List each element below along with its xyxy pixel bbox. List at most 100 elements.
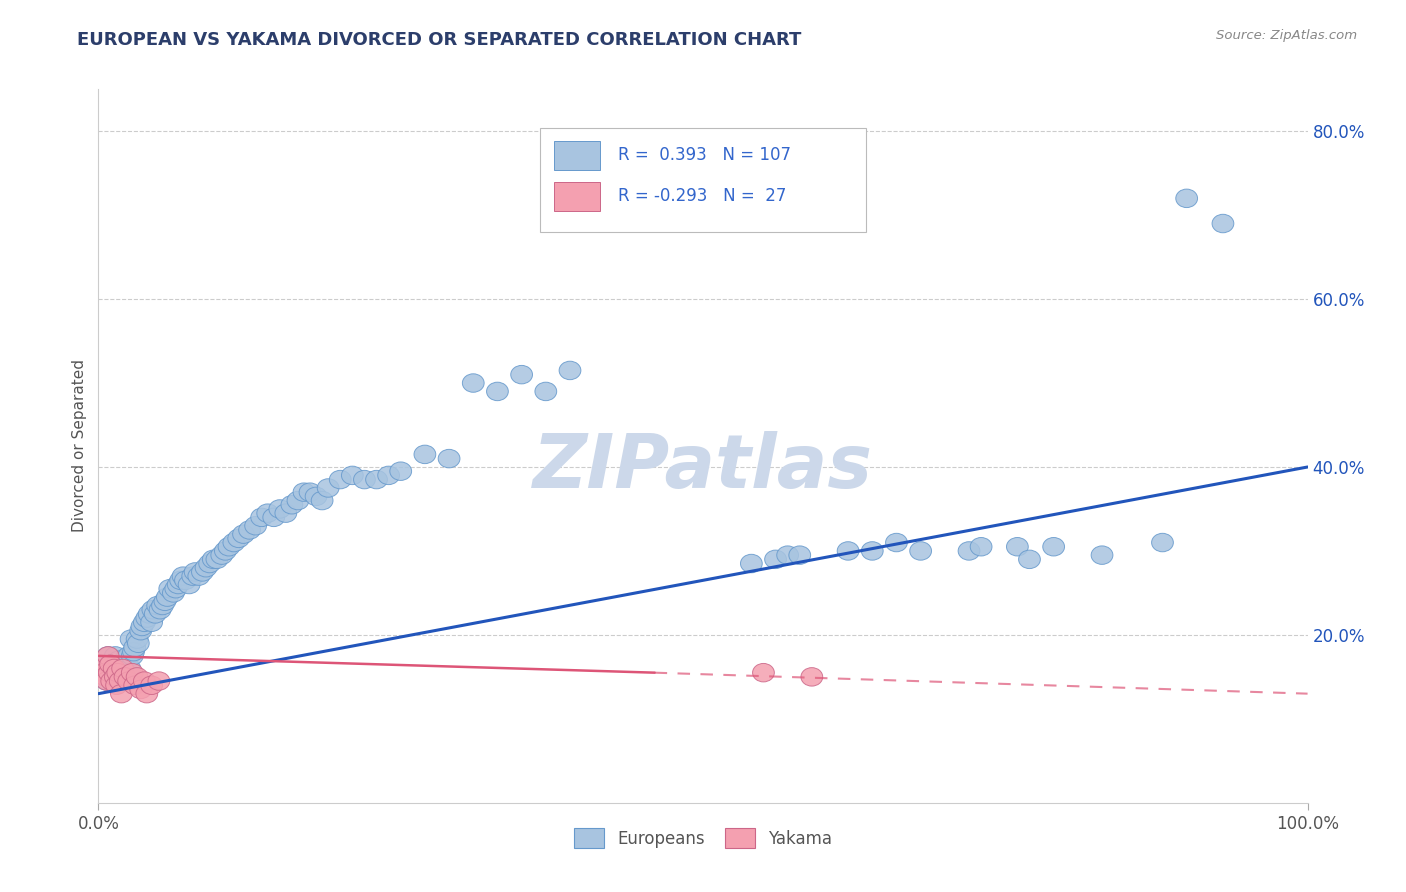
- Ellipse shape: [127, 630, 148, 648]
- Ellipse shape: [463, 374, 484, 392]
- Ellipse shape: [207, 550, 228, 568]
- Ellipse shape: [94, 667, 117, 686]
- Ellipse shape: [195, 558, 217, 577]
- Ellipse shape: [366, 470, 388, 489]
- Ellipse shape: [100, 655, 121, 673]
- Ellipse shape: [118, 672, 139, 690]
- Ellipse shape: [1175, 189, 1198, 208]
- Ellipse shape: [134, 613, 155, 632]
- Ellipse shape: [108, 651, 129, 669]
- Ellipse shape: [910, 541, 932, 560]
- Ellipse shape: [118, 647, 139, 665]
- Ellipse shape: [167, 575, 190, 594]
- Ellipse shape: [1091, 546, 1114, 565]
- Ellipse shape: [111, 684, 132, 703]
- Ellipse shape: [107, 664, 129, 681]
- Text: EUROPEAN VS YAKAMA DIVORCED OR SEPARATED CORRELATION CHART: EUROPEAN VS YAKAMA DIVORCED OR SEPARATED…: [77, 31, 801, 49]
- Ellipse shape: [269, 500, 291, 518]
- Ellipse shape: [100, 655, 121, 673]
- Ellipse shape: [94, 664, 115, 681]
- Text: Source: ZipAtlas.com: Source: ZipAtlas.com: [1216, 29, 1357, 42]
- Ellipse shape: [198, 554, 221, 573]
- Text: R = -0.293   N =  27: R = -0.293 N = 27: [619, 186, 787, 204]
- Ellipse shape: [184, 563, 207, 582]
- Ellipse shape: [318, 479, 339, 497]
- Ellipse shape: [287, 491, 309, 510]
- Ellipse shape: [145, 605, 166, 624]
- Ellipse shape: [215, 541, 236, 560]
- Ellipse shape: [534, 382, 557, 401]
- Ellipse shape: [165, 580, 187, 598]
- Ellipse shape: [174, 571, 197, 590]
- Ellipse shape: [263, 508, 284, 526]
- Ellipse shape: [179, 575, 200, 594]
- Ellipse shape: [389, 462, 412, 481]
- Ellipse shape: [245, 516, 267, 535]
- Ellipse shape: [257, 504, 278, 523]
- Ellipse shape: [131, 617, 153, 636]
- Ellipse shape: [155, 592, 176, 610]
- Ellipse shape: [276, 504, 297, 523]
- Ellipse shape: [232, 524, 254, 543]
- Ellipse shape: [114, 667, 136, 686]
- Ellipse shape: [172, 567, 194, 585]
- Ellipse shape: [136, 684, 157, 703]
- Ellipse shape: [510, 366, 533, 384]
- Ellipse shape: [413, 445, 436, 464]
- Bar: [554, 182, 600, 211]
- Ellipse shape: [134, 672, 155, 690]
- Ellipse shape: [103, 659, 125, 678]
- Ellipse shape: [110, 664, 131, 681]
- Ellipse shape: [104, 647, 127, 665]
- Ellipse shape: [103, 664, 125, 681]
- Ellipse shape: [124, 639, 146, 657]
- Ellipse shape: [281, 496, 302, 514]
- Ellipse shape: [970, 538, 993, 556]
- Ellipse shape: [96, 672, 118, 690]
- Ellipse shape: [170, 571, 191, 590]
- Ellipse shape: [127, 667, 148, 686]
- Ellipse shape: [112, 667, 135, 686]
- Ellipse shape: [138, 605, 160, 624]
- Ellipse shape: [250, 508, 273, 526]
- Ellipse shape: [105, 676, 128, 695]
- Ellipse shape: [141, 613, 163, 632]
- Ellipse shape: [101, 667, 122, 686]
- Ellipse shape: [1043, 538, 1064, 556]
- Bar: [554, 141, 600, 169]
- Ellipse shape: [121, 647, 143, 665]
- Ellipse shape: [837, 541, 859, 560]
- Ellipse shape: [228, 529, 250, 548]
- Ellipse shape: [97, 647, 120, 665]
- Ellipse shape: [486, 382, 509, 401]
- Ellipse shape: [115, 659, 138, 678]
- Ellipse shape: [104, 667, 127, 686]
- Ellipse shape: [211, 546, 232, 565]
- Ellipse shape: [292, 483, 315, 501]
- Ellipse shape: [121, 664, 143, 681]
- Ellipse shape: [311, 491, 333, 510]
- Ellipse shape: [98, 664, 120, 681]
- Ellipse shape: [378, 467, 399, 484]
- Ellipse shape: [1152, 533, 1174, 552]
- Ellipse shape: [120, 630, 142, 648]
- Ellipse shape: [110, 672, 131, 690]
- Ellipse shape: [98, 664, 120, 681]
- Ellipse shape: [120, 659, 141, 678]
- Ellipse shape: [107, 664, 129, 681]
- Ellipse shape: [94, 667, 117, 686]
- Ellipse shape: [111, 659, 132, 678]
- Ellipse shape: [146, 596, 169, 615]
- Ellipse shape: [801, 667, 823, 686]
- Ellipse shape: [105, 655, 128, 673]
- Ellipse shape: [163, 583, 184, 602]
- Ellipse shape: [149, 600, 172, 619]
- Ellipse shape: [776, 546, 799, 565]
- Ellipse shape: [957, 541, 980, 560]
- Ellipse shape: [129, 622, 152, 640]
- Ellipse shape: [124, 676, 146, 695]
- Ellipse shape: [353, 470, 375, 489]
- Text: R =  0.393   N = 107: R = 0.393 N = 107: [619, 146, 792, 164]
- Ellipse shape: [789, 546, 811, 565]
- Ellipse shape: [97, 647, 120, 665]
